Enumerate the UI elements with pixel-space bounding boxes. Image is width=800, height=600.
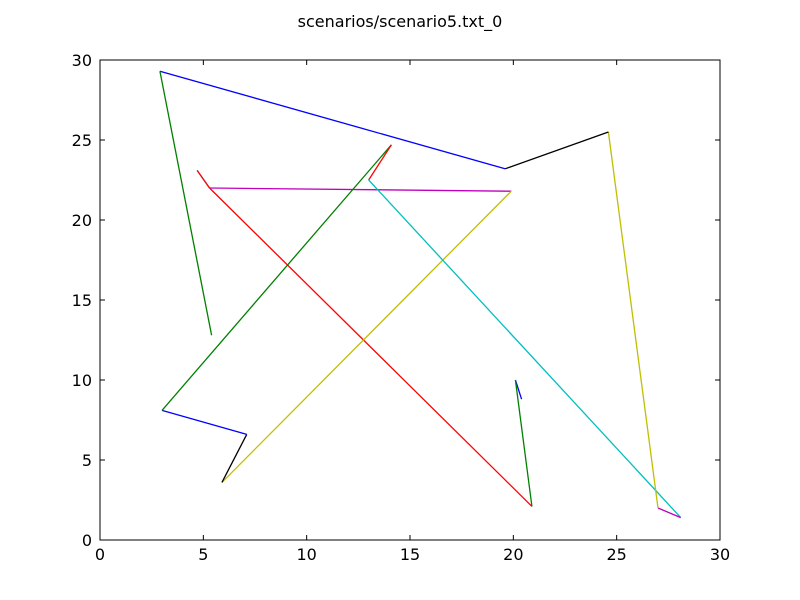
series-layer bbox=[159, 70, 682, 519]
y-tick-label: 30 bbox=[72, 51, 92, 70]
series-segment-8 bbox=[161, 409, 247, 436]
y-tick-label: 10 bbox=[72, 371, 92, 390]
y-tick-label: 0 bbox=[82, 531, 92, 550]
x-tick-label: 10 bbox=[296, 545, 316, 564]
x-tick-label: 30 bbox=[710, 545, 730, 564]
series-segment-6 bbox=[221, 190, 512, 483]
x-tick-label: 5 bbox=[198, 545, 208, 564]
y-tick-label: 20 bbox=[72, 211, 92, 230]
axes-layer: 0 5 10 15 20 25 30 0 5 10 15 20 25 30 bbox=[72, 51, 731, 564]
y-tick-label: 5 bbox=[82, 451, 92, 470]
series-segment-2 bbox=[209, 187, 533, 507]
x-tick-label: 25 bbox=[606, 545, 626, 564]
series-segment-15 bbox=[159, 70, 506, 170]
series-segment-7 bbox=[221, 434, 248, 483]
series-segment-4 bbox=[196, 170, 211, 189]
series-segment-14 bbox=[504, 131, 609, 170]
x-tick-label: 0 bbox=[95, 545, 105, 564]
y-tick-label: 15 bbox=[72, 291, 92, 310]
x-tick-label: 20 bbox=[503, 545, 523, 564]
series-segment-5 bbox=[209, 187, 512, 192]
series-segment-16 bbox=[159, 71, 213, 336]
series-segment-1 bbox=[514, 379, 533, 507]
series-segment-11 bbox=[368, 179, 682, 519]
series-segment-10 bbox=[368, 144, 392, 181]
series-segment-9 bbox=[161, 144, 392, 411]
series-segment-13 bbox=[607, 131, 659, 509]
x-tick-label: 15 bbox=[400, 545, 420, 564]
series-segment-12 bbox=[657, 507, 681, 519]
y-tick-label: 25 bbox=[72, 131, 92, 150]
chart-title: scenarios/scenario5.txt_0 bbox=[298, 12, 503, 32]
